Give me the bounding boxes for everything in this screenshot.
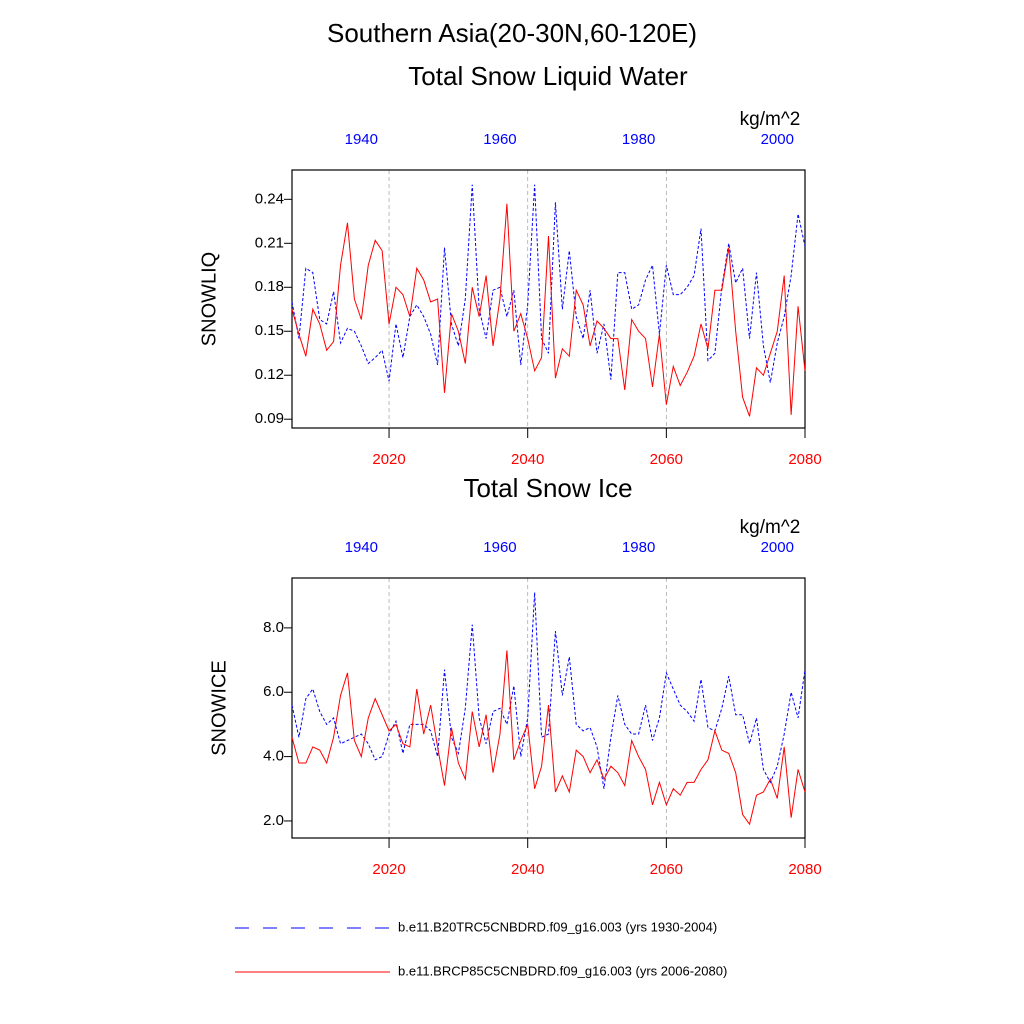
x2-tick-label: 1940 [345, 539, 378, 556]
series-line [291, 203, 806, 417]
y-tick-label: 0.15 [255, 322, 284, 339]
y-tick-label: 0.12 [255, 366, 284, 383]
y-tick-label: 0.18 [255, 278, 284, 295]
x-tick-label: 2060 [650, 451, 683, 468]
y-tick-label: 2.0 [263, 812, 284, 829]
x-tick-label: 2020 [372, 451, 405, 468]
x2-tick-label: 1940 [345, 131, 378, 148]
series-line [291, 650, 806, 826]
y-axis-label: SNOWLIQ [198, 252, 220, 346]
chart-title: Total Snow Liquid Water [408, 61, 688, 91]
chart-title: Total Snow Ice [463, 473, 632, 503]
x-tick-label: 2060 [650, 861, 683, 878]
legend-label: b.e11.BRCP85C5CNBDRD.f09_g16.003 (yrs 20… [398, 963, 727, 978]
plot-frame [291, 577, 806, 839]
x-tick-label: 2080 [788, 451, 821, 468]
y-axis-label: SNOWICE [208, 660, 230, 756]
x-tick-label: 2040 [511, 861, 544, 878]
x-tick-label: 2040 [511, 451, 544, 468]
x2-tick-label: 1980 [622, 131, 655, 148]
plot-frame [291, 169, 806, 429]
y-tick-label: 8.0 [263, 619, 284, 636]
y-tick-label: 0.24 [255, 190, 284, 207]
x2-tick-label: 1980 [622, 539, 655, 556]
y-tick-label: 0.21 [255, 234, 284, 251]
legend-label: b.e11.B20TRC5CNBDRD.f09_g16.003 (yrs 193… [398, 919, 717, 934]
x2-tick-label: 1960 [483, 131, 516, 148]
x2-tick-label: 2000 [761, 539, 794, 556]
y-tick-label: 6.0 [263, 683, 284, 700]
y-tick-label: 0.09 [255, 410, 284, 427]
series-line [291, 184, 806, 383]
units-label: kg/m^2 [740, 109, 801, 130]
x2-tick-label: 1960 [483, 539, 516, 556]
series-line [291, 592, 806, 789]
figure-title: Southern Asia(20-30N,60-120E) [327, 18, 697, 48]
x-tick-label: 2080 [788, 861, 821, 878]
units-label: kg/m^2 [740, 517, 801, 538]
x2-tick-label: 2000 [761, 131, 794, 148]
x-tick-label: 2020 [372, 861, 405, 878]
y-tick-label: 4.0 [263, 748, 284, 765]
